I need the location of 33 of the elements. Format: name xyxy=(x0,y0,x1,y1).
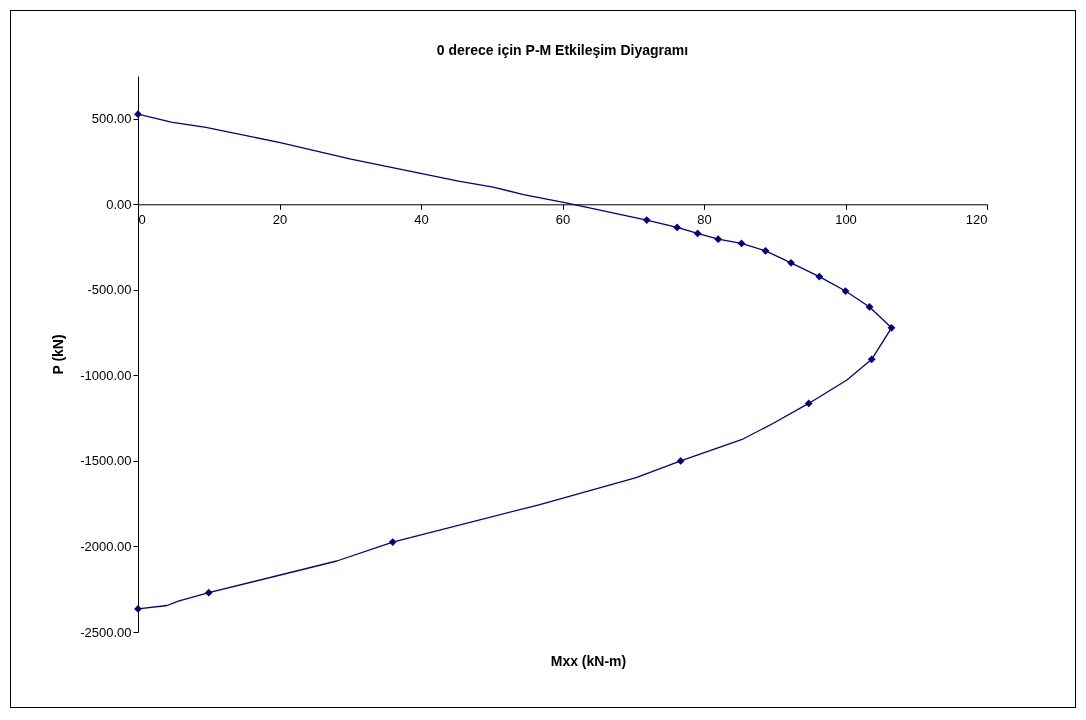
point xyxy=(134,110,142,119)
point xyxy=(804,399,813,408)
point xyxy=(693,229,702,238)
point xyxy=(676,457,685,465)
y-axis-title: P (kN) xyxy=(50,334,67,375)
point xyxy=(887,323,896,332)
y-tick-label: 500.00 xyxy=(91,111,132,127)
x-tick-label: 60 xyxy=(555,211,571,227)
y-tick-label: 0.00 xyxy=(106,196,132,212)
point xyxy=(761,246,770,255)
x-tick-label: 40 xyxy=(414,211,429,227)
y-tick-label: -500.00 xyxy=(87,282,132,298)
x-tick-label: 20 xyxy=(272,211,288,227)
x-axis-title: Mxx (kN-m) xyxy=(550,652,627,669)
point xyxy=(642,216,651,224)
chart-title: 0 derece için P-M Etkileşim Diyagramı xyxy=(436,42,689,58)
x-tick-label: 120 xyxy=(965,211,988,227)
point xyxy=(865,303,874,311)
point xyxy=(787,258,795,267)
point xyxy=(714,235,723,244)
point xyxy=(388,538,397,546)
point xyxy=(204,588,213,597)
x-tick-label: 80 xyxy=(697,211,712,227)
y-tick-label: -1500.00 xyxy=(80,453,132,469)
y-tick-label: -1000.00 xyxy=(80,367,132,383)
x-tick-label: 0 xyxy=(138,211,146,227)
point xyxy=(867,355,876,364)
point xyxy=(673,223,681,232)
point xyxy=(841,287,850,295)
y-tick-label: -2000.00 xyxy=(80,538,132,554)
x-tick-label: 100 xyxy=(835,211,857,227)
y-tick-label: -2500.00 xyxy=(80,624,132,640)
point xyxy=(815,272,824,281)
